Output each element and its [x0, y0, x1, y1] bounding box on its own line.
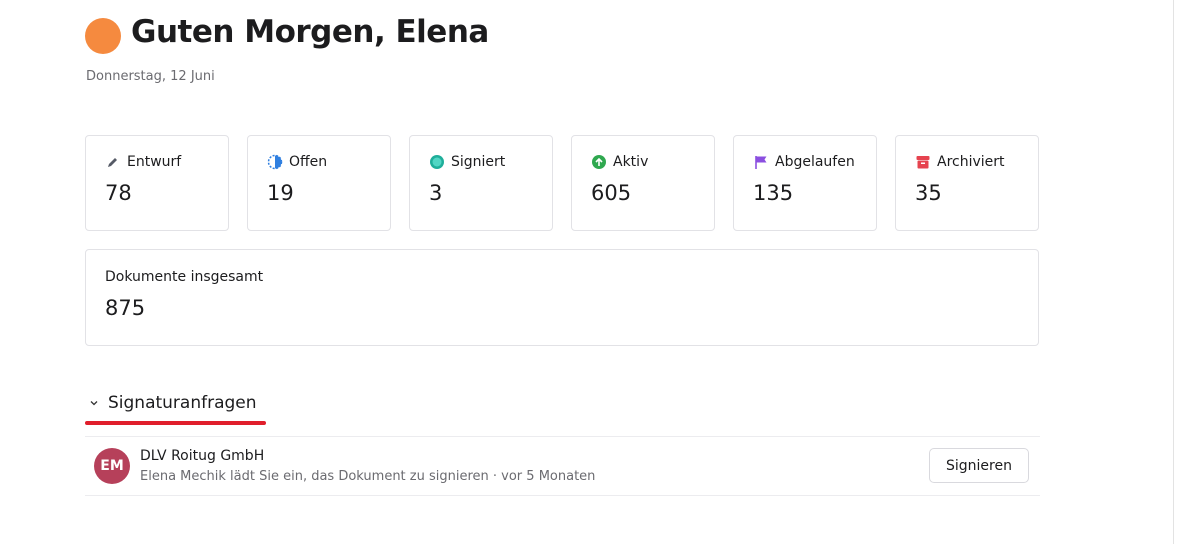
stat-card[interactable]: Signiert 3 — [409, 135, 553, 231]
stat-value: 19 — [267, 181, 294, 205]
scrollbar-edge — [1173, 0, 1174, 544]
request-avatar: EM — [94, 448, 130, 484]
arrow-up-icon — [592, 155, 606, 169]
sign-button[interactable]: Signieren — [929, 448, 1029, 483]
archive-icon — [916, 156, 930, 169]
stat-label: Archiviert — [937, 154, 1005, 170]
stat-label: Offen — [289, 154, 328, 170]
total-card: Dokumente insgesamt 875 — [85, 249, 1039, 346]
greeting: Guten Morgen, Elena — [131, 14, 489, 50]
request-message: Elena Mechik lädt Sie ein, das Dokument … — [140, 469, 596, 484]
pencil-icon — [108, 158, 117, 167]
stat-label: Aktiv — [613, 154, 649, 170]
section-title: Signaturanfragen — [108, 393, 257, 413]
request-company: DLV Roitug GmbH — [140, 448, 265, 464]
section-toggle[interactable]: Signaturanfragen — [88, 393, 257, 413]
stat-value: 605 — [591, 181, 632, 205]
stat-value: 3 — [429, 181, 443, 205]
stat-card[interactable]: Aktiv 605 — [571, 135, 715, 231]
total-label: Dokumente insgesamt — [105, 269, 264, 285]
stat-card[interactable]: Entwurf 78 — [85, 135, 229, 231]
stat-label: Entwurf — [127, 154, 182, 170]
divider — [85, 495, 1040, 496]
stat-card[interactable]: Archiviert 35 — [895, 135, 1039, 231]
stat-card[interactable]: Abgelaufen 135 — [733, 135, 877, 231]
active-underline — [85, 421, 266, 425]
date: Donnerstag, 12 Juni — [86, 69, 215, 84]
chevron-icon — [90, 401, 98, 406]
stat-card[interactable]: Offen 19 — [247, 135, 391, 231]
stat-value: 35 — [915, 181, 942, 205]
total-value: 875 — [105, 296, 146, 320]
stat-label: Signiert — [451, 154, 506, 170]
stat-label: Abgelaufen — [775, 154, 855, 170]
avatar-dot — [85, 18, 121, 54]
stat-value: 135 — [753, 181, 794, 205]
half-circle-icon — [267, 154, 283, 170]
signed-icon — [430, 155, 444, 169]
flag-icon — [755, 156, 767, 169]
stat-value: 78 — [105, 181, 132, 205]
divider — [85, 436, 1040, 437]
